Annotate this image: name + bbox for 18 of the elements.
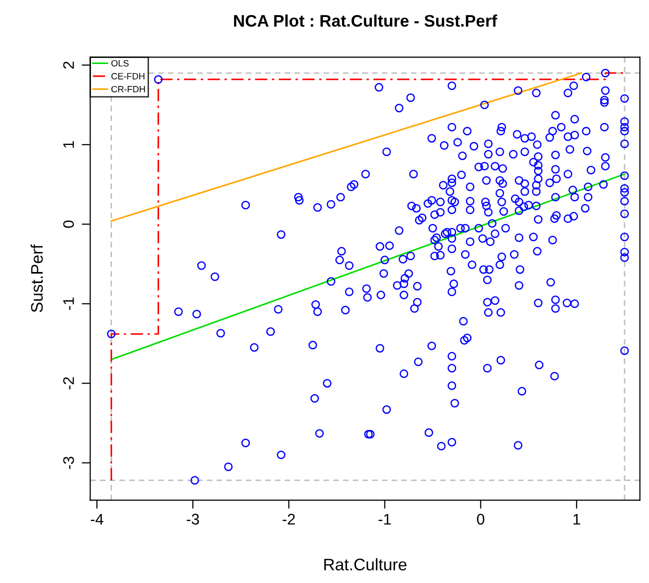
x-tick-label: -1 <box>378 514 391 524</box>
y-axis-title: Sust.Perf <box>30 244 43 312</box>
legend-label: CR-FDH <box>111 86 145 92</box>
legend-label: OLS <box>111 60 129 66</box>
y-tick-label: 1 <box>63 141 74 148</box>
y-tick-label: 2 <box>63 62 74 69</box>
x-axis-title: Rat.Culture <box>324 558 406 570</box>
y-tick-label: -3 <box>63 456 74 469</box>
y-tick-label: -1 <box>63 298 74 310</box>
chart-title: NCA Plot : Rat.Culture - Sust.Perf <box>234 14 498 27</box>
x-tick-label: -2 <box>282 514 295 524</box>
x-tick-label: 0 <box>477 514 484 525</box>
x-tick-label: -4 <box>90 514 104 524</box>
x-tick-label: -3 <box>186 514 199 525</box>
y-tick-label: -2 <box>63 377 74 390</box>
legend-label: CE-FDH <box>111 73 144 80</box>
y-tick-label: 0 <box>63 220 74 228</box>
x-tick-label: 1 <box>574 514 580 524</box>
